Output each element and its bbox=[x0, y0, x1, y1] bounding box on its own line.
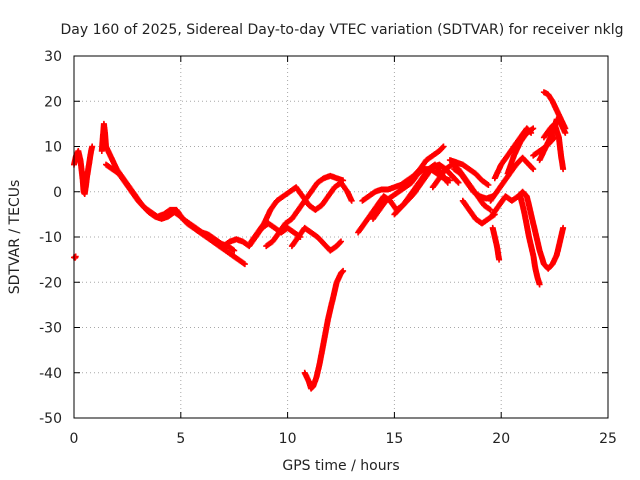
data-series-arc-b bbox=[71, 143, 96, 197]
data-series-arc-v bbox=[504, 125, 537, 177]
data-series-arc-o bbox=[451, 166, 496, 202]
data-points bbox=[517, 193, 543, 288]
data-points bbox=[540, 120, 567, 173]
data-points bbox=[263, 172, 347, 250]
data-series-arc-u bbox=[491, 125, 535, 182]
data-points bbox=[71, 143, 96, 197]
data-series-arc-d bbox=[103, 161, 238, 254]
data-points bbox=[491, 125, 535, 182]
data-points bbox=[504, 125, 537, 177]
y-tick-label: -30 bbox=[39, 321, 62, 337]
data-points bbox=[288, 224, 344, 254]
chart-title: Day 160 of 2025, Sidereal Day-to-day VTE… bbox=[61, 22, 624, 38]
x-tick-label: 25 bbox=[599, 431, 617, 447]
x-tick-label: 0 bbox=[70, 431, 79, 447]
data-points bbox=[446, 157, 492, 188]
data-points bbox=[103, 161, 238, 254]
x-tick-label: 20 bbox=[492, 431, 510, 447]
data-points bbox=[451, 166, 496, 202]
data-series-arc-a bbox=[71, 253, 79, 261]
x-tick-label: 15 bbox=[385, 431, 403, 447]
data-series-arc-q bbox=[446, 157, 492, 188]
y-axis-label: SDTVAR / TECUs bbox=[7, 180, 23, 295]
data-points bbox=[71, 253, 79, 261]
tick-layer: 0 5 10 15 20 25 -50 -40 -30 -20 -10 0 10 20 30 bbox=[39, 49, 617, 447]
data-points bbox=[459, 197, 498, 227]
data-series-arc-g bbox=[263, 172, 347, 250]
data-series-arc-r bbox=[489, 224, 503, 263]
y-tick-label: 10 bbox=[44, 140, 62, 156]
data-points bbox=[540, 89, 569, 132]
data-series-arc-t bbox=[489, 188, 567, 272]
data-series-arc-h bbox=[288, 224, 344, 254]
y-tick-label: 20 bbox=[44, 94, 62, 110]
y-tick-label: 0 bbox=[53, 185, 62, 201]
data-series-arc-y bbox=[540, 120, 567, 173]
data-series-arc-w bbox=[517, 193, 543, 288]
data-series-arc-z bbox=[540, 89, 569, 132]
data-points bbox=[489, 188, 567, 272]
data-points bbox=[489, 224, 503, 263]
data-series-arc-i bbox=[301, 267, 347, 392]
data-series-arc-p bbox=[459, 197, 498, 227]
y-tick-label: -10 bbox=[39, 230, 62, 246]
y-tick-label: 30 bbox=[44, 49, 62, 65]
data-series-arc-aa bbox=[530, 134, 558, 159]
x-axis-label: GPS time / hours bbox=[282, 458, 399, 474]
data-points bbox=[530, 134, 558, 159]
data-layer bbox=[71, 89, 569, 392]
y-tick-label: -40 bbox=[39, 366, 62, 382]
x-tick-label: 10 bbox=[279, 431, 297, 447]
data-points bbox=[301, 267, 347, 392]
y-tick-label: -20 bbox=[39, 275, 62, 291]
x-tick-label: 5 bbox=[176, 431, 185, 447]
y-tick-label: -50 bbox=[39, 411, 62, 427]
